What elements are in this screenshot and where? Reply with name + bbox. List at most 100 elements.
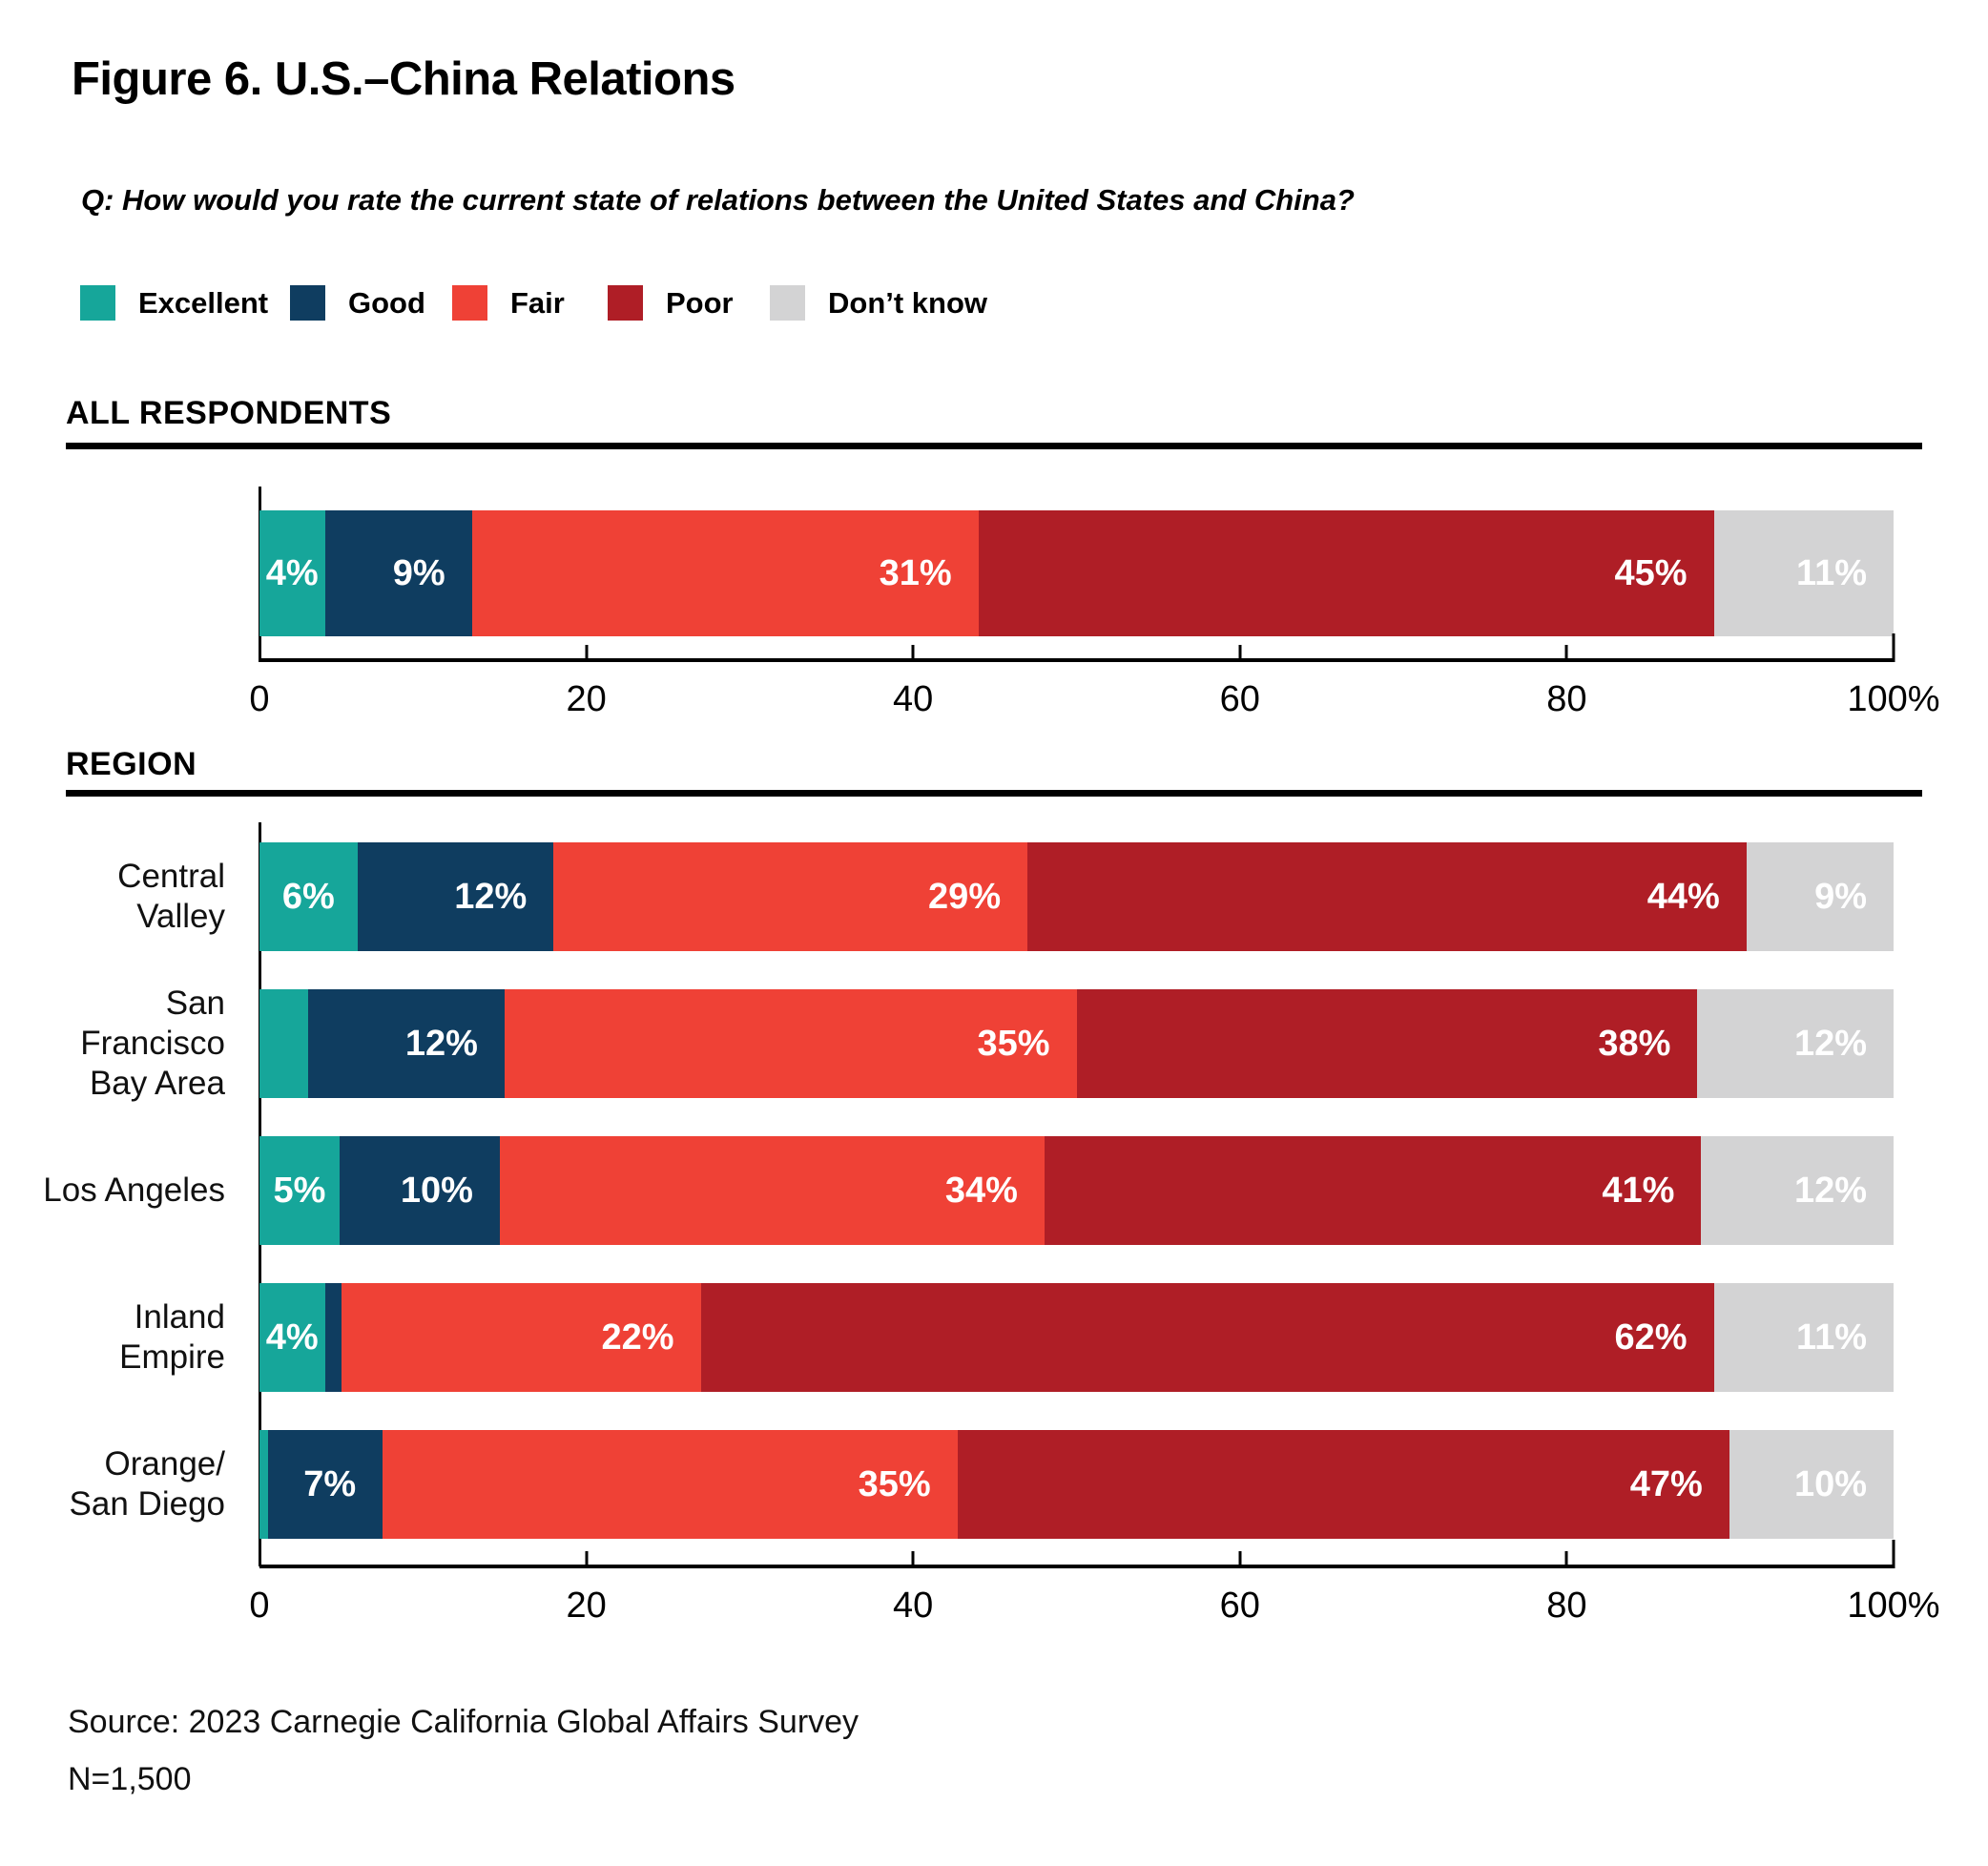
bar-value-label: 35% [858, 1463, 931, 1504]
section-heading-region: REGION [66, 746, 197, 782]
axis-tick [1238, 1551, 1242, 1568]
source-note: Source: 2023 Carnegie California Global … [68, 1704, 859, 1740]
bar-value-label: 9% [1814, 876, 1867, 917]
bar-value-label: 31% [879, 552, 952, 593]
bar-value-label: 22% [601, 1317, 674, 1358]
bar-value-label: 7% [303, 1463, 357, 1504]
bar-value-label: 4% [265, 1317, 319, 1358]
bar-value-label: 44% [1646, 876, 1720, 917]
axis-tick [1892, 1540, 1895, 1568]
bar-value-label: 10% [400, 1170, 473, 1211]
bar-segment-don-t-know: 12% [1697, 989, 1894, 1098]
bar-value-label: 47% [1629, 1463, 1703, 1504]
bar-segment-don-t-know: 11% [1713, 510, 1894, 636]
bar-segment-excellent [259, 989, 309, 1098]
bar-segment-don-t-know: 9% [1746, 842, 1894, 951]
bar-segment-excellent: 6% [259, 842, 358, 951]
legend-item-good: Good [290, 285, 425, 321]
bar-value-label: 62% [1614, 1317, 1688, 1358]
axis-tick-label: 80 [1546, 679, 1587, 719]
good-icon [290, 285, 325, 321]
bar-value-label: 38% [1598, 1023, 1671, 1064]
axis-tick [911, 1551, 915, 1568]
bar-value-label: 12% [454, 876, 528, 917]
axis-tick-label: 0 [249, 1586, 270, 1626]
axis-tick-label: 60 [1219, 679, 1260, 719]
bar-segment-good: 12% [308, 989, 505, 1098]
axis-tick-label: 20 [566, 679, 607, 719]
bar-segment-poor: 41% [1044, 1136, 1702, 1245]
legend-label: Poor [666, 285, 734, 320]
bar-segment-fair: 29% [553, 842, 1028, 951]
bar-value-label: 11% [1796, 1317, 1867, 1358]
legend: Excellent Good Fair Poor Don’t know [80, 285, 1416, 323]
axis-tick-label: 20 [566, 1586, 607, 1626]
chart-all-respondents: 4% 9% 31% 45% 11% 0 20 40 60 80 100% [249, 487, 1940, 719]
bar-value-label: 9% [392, 552, 445, 593]
bar-segment-don-t-know: 10% [1729, 1430, 1894, 1539]
figure-title: Figure 6. U.S.–China Relations [72, 53, 735, 105]
category-label-los-angeles: Los Angeles [43, 1171, 225, 1209]
bar-segment-poor: 38% [1076, 989, 1698, 1098]
region-category-labels: Central Valley San Francisco Bay Area Los … [38, 842, 225, 1539]
bar-segment-poor: 62% [700, 1283, 1714, 1392]
chart-bars: 6% 12% 29% 44% 9% 12% 35% 38% 12% 5% 10% 34% 41% 12% 4… [259, 842, 1894, 1539]
bar-segment-excellent: 4% [259, 1283, 325, 1392]
don-t-know-icon [770, 285, 805, 321]
poor-icon [608, 285, 643, 321]
axis-tick [1564, 1551, 1568, 1568]
axis-tick-label: 0 [249, 679, 270, 719]
chart-bars: 4% 9% 31% 45% 11% [259, 510, 1894, 636]
legend-item-poor: Poor [608, 285, 734, 321]
legend-item-excellent: Excellent [80, 285, 268, 321]
axis-tick [1238, 645, 1242, 662]
bar-segment-fair: 31% [471, 510, 979, 636]
bar-segment-fair: 35% [504, 989, 1077, 1098]
bar-segment-excellent: 5% [259, 1136, 340, 1245]
section-divider-rule [66, 443, 1922, 449]
axis-tick-label: 60 [1219, 1586, 1260, 1626]
excellent-icon [80, 285, 115, 321]
category-label-central-valley: Central Valley [117, 858, 225, 935]
category-label-inland-empire: Inland Empire [119, 1298, 225, 1376]
chart-region: 6% 12% 29% 44% 9% 12% 35% 38% 12% 5% 10% 34% 41% 12% 4… [249, 822, 1940, 1662]
stacked-bar-central-valley: 6% 12% 29% 44% 9% [259, 842, 1894, 951]
bar-segment-good: 9% [324, 510, 472, 636]
bar-segment-don-t-know: 12% [1701, 1136, 1894, 1245]
section-heading-all-respondents: ALL RESPONDENTS [66, 395, 392, 431]
legend-label: Good [348, 285, 425, 320]
bar-segment-poor: 45% [978, 510, 1714, 636]
bar-segment-excellent: 4% [259, 510, 325, 636]
x-axis-line: 0 20 40 60 80 100% [249, 633, 1940, 719]
bar-value-label: 12% [1793, 1023, 1867, 1064]
bar-segment-poor: 44% [1027, 842, 1747, 951]
legend-label: Fair [510, 285, 565, 320]
axis-tick [585, 645, 589, 662]
bar-segment-fair: 35% [383, 1430, 958, 1539]
bar-segment-poor: 47% [957, 1430, 1729, 1539]
bar-value-label: 35% [977, 1023, 1050, 1064]
stacked-bar-san-francisco-bay-area: 12% 35% 38% 12% [259, 989, 1894, 1098]
stacked-bar-orange-san-diego: 7% 35% 47% 10% [259, 1430, 1894, 1539]
axis-tick [1564, 645, 1568, 662]
bar-value-label: 41% [1602, 1170, 1675, 1211]
legend-label: Don’t know [828, 285, 988, 320]
stacked-bar-inland-empire: 4% 22% 62% 11% [259, 1283, 1894, 1392]
sample-size-note: N=1,500 [68, 1761, 192, 1797]
stacked-bar-all-respondents: 4% 9% 31% 45% 11% [259, 510, 1894, 636]
x-axis-line: 0 20 40 60 80 100% [249, 1540, 1940, 1626]
category-label-san-francisco-bay-area: San Francisco Bay Area [80, 985, 225, 1102]
bar-value-label: 45% [1614, 552, 1688, 593]
section-divider-rule [66, 790, 1922, 797]
axis-tick [911, 645, 915, 662]
axis-tick-label: 80 [1546, 1586, 1587, 1626]
fair-icon [452, 285, 487, 321]
bar-value-label: 29% [928, 876, 1002, 917]
bar-segment-excellent [259, 1430, 268, 1539]
bar-value-label: 11% [1796, 552, 1867, 593]
bar-segment-good: 12% [357, 842, 554, 951]
bar-value-label: 10% [1793, 1463, 1867, 1504]
bar-value-label: 6% [281, 876, 335, 917]
legend-item-don-t-know: Don’t know [770, 285, 987, 321]
